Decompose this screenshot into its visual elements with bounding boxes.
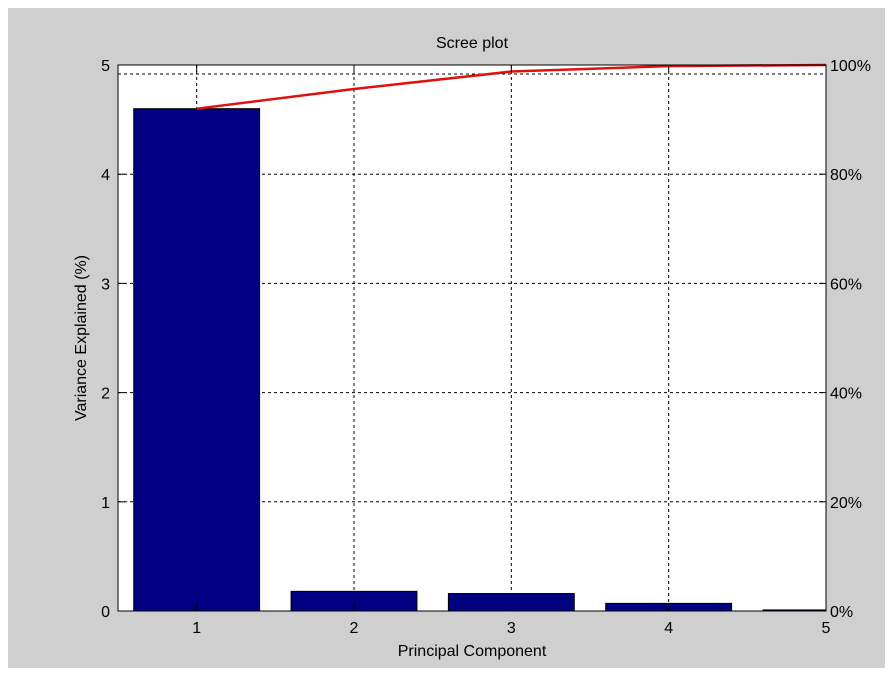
x-tick-label: 5 <box>822 620 831 637</box>
y-tick-label: 0 <box>101 604 110 621</box>
plot-frame <box>117 64 827 612</box>
figure-window: 0 1 2 3 4 5 0% 20% 40% 60% 80% 100% 1 2 3 4 5 Scree pl… <box>8 8 885 668</box>
x-tick-label: 2 <box>350 620 359 637</box>
x-tick-label: 1 <box>192 620 201 637</box>
y2-tick-label: 20% <box>830 495 862 512</box>
y-tick-label: 5 <box>101 58 110 75</box>
y2-tick-label: 80% <box>830 167 862 184</box>
y-tick-label: 2 <box>101 386 110 403</box>
y2-tick-label: 100% <box>830 58 871 75</box>
y2-tick-label: 40% <box>830 386 862 403</box>
bar-pc-1 <box>133 108 261 612</box>
y-axis-label: Variance Explained (%) <box>73 255 90 421</box>
x-tick-label: 4 <box>664 620 673 637</box>
y2-axis-ticks: 0% 20% 40% 60% 80% 100% <box>819 58 871 621</box>
y-tick-label: 4 <box>101 167 110 184</box>
x-tick-label: 3 <box>507 620 516 637</box>
bars <box>133 108 827 612</box>
chart-title: Scree plot <box>436 35 509 52</box>
x-axis-label: Principal Component <box>398 643 547 660</box>
y2-tick-label: 0% <box>830 604 853 621</box>
y-tick-label: 1 <box>101 495 110 512</box>
scree-chart: 0 1 2 3 4 5 0% 20% 40% 60% 80% 100% 1 2 3 4 5 Scree pl… <box>73 35 871 660</box>
y-tick-label: 3 <box>101 276 110 293</box>
y2-tick-label: 60% <box>830 276 862 293</box>
